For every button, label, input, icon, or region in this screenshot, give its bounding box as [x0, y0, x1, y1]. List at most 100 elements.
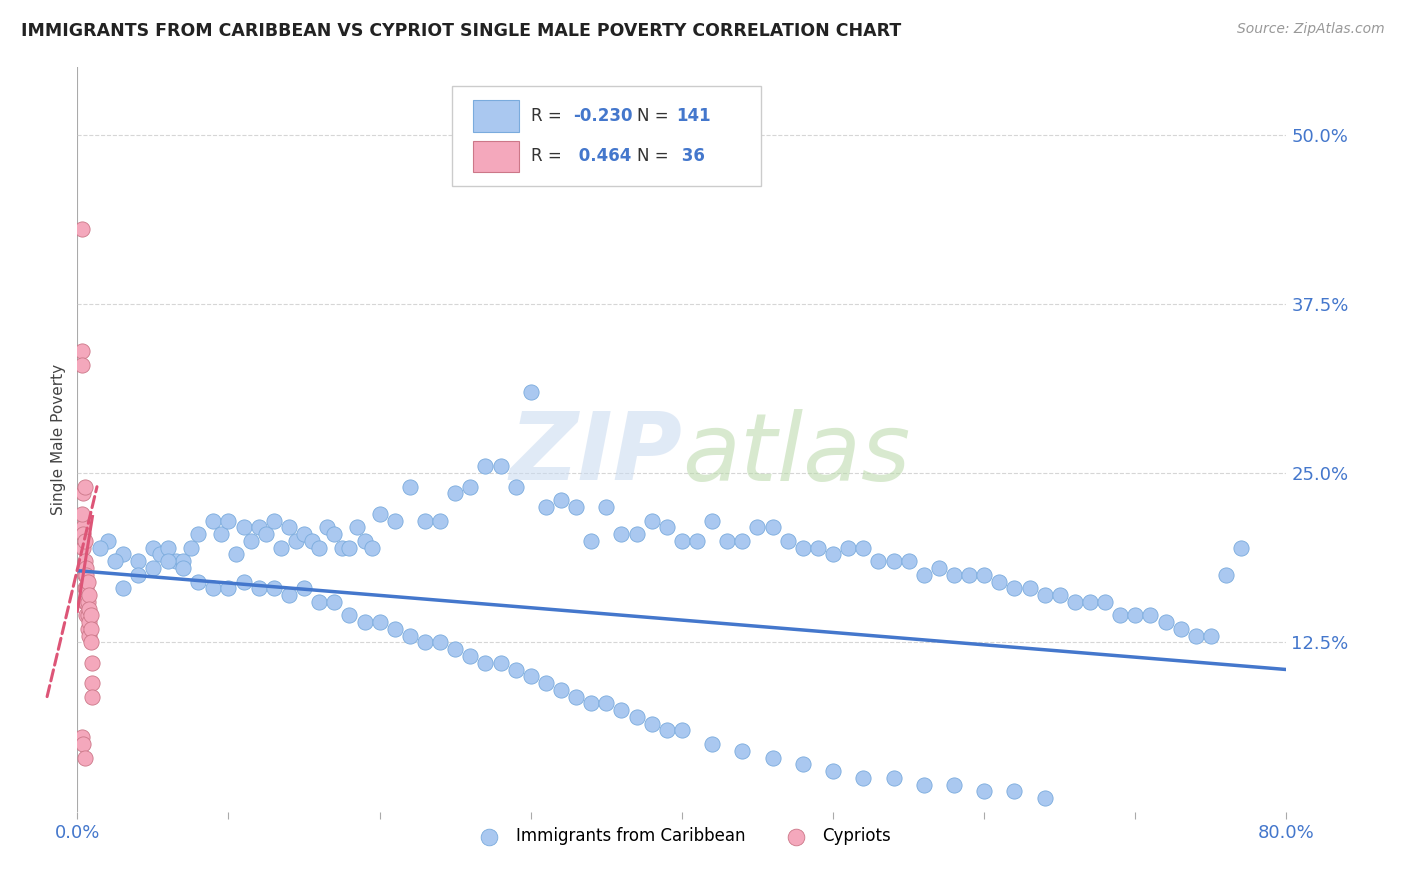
Point — [111, 582, 134, 596]
Point — [776, 533, 799, 548]
Point — [75, 567, 97, 582]
Point — [72, 737, 94, 751]
FancyBboxPatch shape — [453, 86, 761, 186]
Point — [792, 541, 814, 555]
Point — [96, 533, 118, 548]
Text: R =: R = — [531, 147, 567, 165]
Point — [127, 567, 149, 582]
Point — [270, 541, 292, 555]
Point — [247, 520, 270, 534]
Point — [263, 514, 285, 528]
Point — [77, 595, 100, 609]
Point — [762, 520, 785, 534]
Point — [75, 608, 97, 623]
Point — [762, 750, 785, 764]
Point — [232, 574, 254, 589]
Legend: Immigrants from Caribbean, Cypriots: Immigrants from Caribbean, Cypriots — [467, 821, 897, 852]
Point — [973, 567, 995, 582]
Point — [225, 548, 247, 562]
Point — [610, 527, 633, 541]
Point — [157, 541, 180, 555]
Point — [1170, 622, 1192, 636]
Point — [489, 656, 512, 670]
Point — [73, 582, 96, 596]
Point — [187, 527, 209, 541]
Point — [1049, 588, 1071, 602]
Point — [1004, 582, 1026, 596]
Point — [655, 520, 678, 534]
Point — [72, 527, 94, 541]
Point — [1184, 629, 1206, 643]
Point — [72, 541, 94, 555]
Point — [82, 690, 104, 704]
Point — [792, 757, 814, 772]
Point — [550, 682, 572, 697]
Point — [702, 737, 724, 751]
Point — [73, 567, 96, 582]
Point — [852, 771, 875, 785]
Point — [209, 527, 232, 541]
Point — [641, 514, 664, 528]
Point — [505, 480, 527, 494]
Point — [89, 541, 111, 555]
Point — [72, 486, 94, 500]
Y-axis label: Single Male Poverty: Single Male Poverty — [51, 364, 66, 515]
Point — [1018, 582, 1040, 596]
Point — [1094, 595, 1116, 609]
Point — [868, 554, 890, 568]
Point — [942, 778, 965, 792]
Point — [278, 520, 301, 534]
Point — [77, 574, 100, 589]
Point — [731, 533, 754, 548]
Point — [1078, 595, 1101, 609]
Point — [988, 574, 1011, 589]
Point — [565, 690, 588, 704]
Point — [534, 676, 557, 690]
Point — [77, 608, 100, 623]
Point — [520, 384, 543, 399]
Point — [821, 548, 844, 562]
Point — [671, 723, 693, 738]
Point — [330, 541, 353, 555]
Point — [79, 615, 101, 629]
Text: R =: R = — [531, 107, 567, 125]
Point — [232, 520, 254, 534]
Point — [79, 601, 101, 615]
Point — [520, 669, 543, 683]
Point — [368, 507, 391, 521]
Point — [353, 533, 375, 548]
Point — [1154, 615, 1177, 629]
Point — [474, 656, 496, 670]
Point — [595, 697, 617, 711]
Point — [731, 744, 754, 758]
Point — [75, 561, 97, 575]
Point — [292, 527, 315, 541]
Text: 141: 141 — [676, 107, 710, 125]
Point — [1004, 784, 1026, 798]
Point — [883, 554, 905, 568]
Point — [413, 635, 436, 649]
Point — [73, 480, 96, 494]
Point — [172, 561, 194, 575]
Point — [149, 548, 172, 562]
Point — [384, 622, 406, 636]
Point — [626, 527, 648, 541]
Point — [157, 554, 180, 568]
FancyBboxPatch shape — [472, 101, 519, 132]
Point — [80, 608, 103, 623]
Point — [1109, 608, 1132, 623]
Point — [716, 533, 738, 548]
Text: ZIP: ZIP — [509, 409, 682, 500]
Point — [429, 514, 451, 528]
Point — [70, 507, 93, 521]
Point — [254, 527, 277, 541]
Point — [104, 554, 127, 568]
Point — [626, 710, 648, 724]
Point — [1123, 608, 1146, 623]
Point — [353, 615, 375, 629]
Text: N =: N = — [637, 107, 673, 125]
Point — [70, 730, 93, 744]
Point — [550, 493, 572, 508]
Point — [240, 533, 263, 548]
Point — [384, 514, 406, 528]
